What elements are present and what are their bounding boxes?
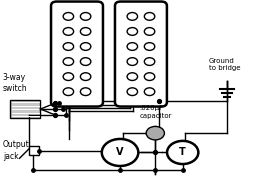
Text: Output
jack: Output jack (3, 141, 29, 161)
Circle shape (102, 139, 138, 166)
Circle shape (144, 58, 155, 65)
Circle shape (127, 73, 138, 80)
Text: 3-way
switch: 3-way switch (3, 73, 27, 93)
Circle shape (63, 88, 74, 96)
Circle shape (63, 58, 74, 65)
Text: T: T (179, 147, 186, 157)
Circle shape (80, 88, 91, 96)
Text: V: V (116, 147, 124, 157)
Circle shape (167, 141, 198, 164)
Circle shape (80, 28, 91, 35)
Circle shape (80, 43, 91, 50)
Circle shape (127, 13, 138, 20)
Circle shape (144, 13, 155, 20)
Circle shape (144, 73, 155, 80)
Circle shape (144, 88, 155, 96)
Circle shape (127, 58, 138, 65)
Circle shape (80, 73, 91, 80)
Bar (10, 100, 40, 118)
Bar (29, 146, 39, 155)
Circle shape (63, 13, 74, 20)
Circle shape (63, 73, 74, 80)
Circle shape (144, 43, 155, 50)
Circle shape (80, 13, 91, 20)
Text: Ground
to bridge: Ground to bridge (209, 58, 240, 71)
FancyBboxPatch shape (115, 2, 167, 107)
Circle shape (127, 43, 138, 50)
Circle shape (63, 28, 74, 35)
Circle shape (146, 126, 164, 140)
FancyBboxPatch shape (51, 2, 103, 107)
Circle shape (80, 58, 91, 65)
Text: .020μF
capacitor: .020μF capacitor (140, 105, 172, 119)
Circle shape (127, 28, 138, 35)
Circle shape (144, 28, 155, 35)
Circle shape (127, 88, 138, 96)
Circle shape (63, 43, 74, 50)
